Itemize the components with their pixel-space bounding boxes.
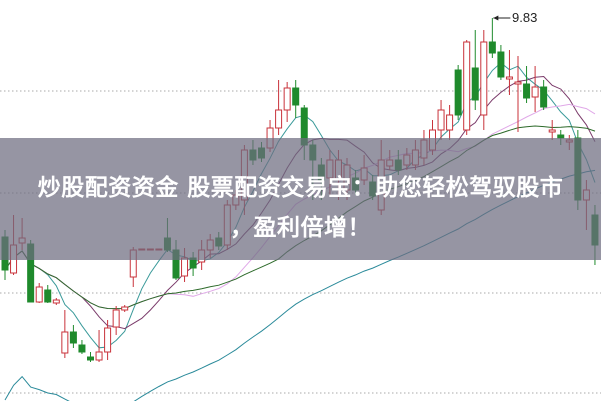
candle <box>283 82 291 122</box>
candle-body <box>35 286 43 303</box>
candle <box>44 285 52 303</box>
candle-body <box>471 67 479 101</box>
headline-line-1: 炒股配资资金 股票配资交易宝：助您轻松驾驭股市 <box>37 175 564 201</box>
candle-body <box>454 69 462 116</box>
candle <box>95 330 103 362</box>
candle-body <box>104 327 112 353</box>
candle-body <box>292 87 300 106</box>
candle <box>471 30 479 110</box>
candle-body <box>446 114 454 131</box>
candle <box>121 305 129 312</box>
candle-body <box>181 257 189 277</box>
candle-body <box>514 81 522 85</box>
candle <box>292 80 300 118</box>
candle <box>87 352 94 362</box>
candle-body <box>540 86 548 108</box>
candle-body <box>44 289 52 303</box>
candle <box>548 120 556 140</box>
candle-body <box>69 331 77 344</box>
candle <box>488 18 496 58</box>
candle <box>69 325 77 348</box>
candle-body <box>112 309 120 328</box>
candle <box>104 320 112 360</box>
headline-banner: 炒股配资资金 股票配资交易宝：助您轻松驾驭股市 ，盈利倍增！ <box>0 138 601 260</box>
candle-body <box>463 41 471 131</box>
candle <box>78 340 86 354</box>
candle-body <box>488 41 496 54</box>
candle <box>275 80 283 135</box>
candle <box>463 40 471 135</box>
candle-body <box>523 83 531 99</box>
candle <box>52 298 60 305</box>
candle <box>514 56 522 132</box>
max-price-label: 9.83 <box>512 10 538 25</box>
candle <box>497 45 505 80</box>
candle <box>454 65 462 120</box>
candle-body <box>121 306 129 311</box>
candle <box>540 80 548 110</box>
candle-body <box>52 299 60 304</box>
candle <box>446 105 454 140</box>
candle <box>35 283 43 303</box>
candle-body <box>87 356 94 361</box>
headline-line-2: ，盈利倍增！ <box>230 215 371 241</box>
candle-body <box>505 76 513 80</box>
candle <box>61 310 69 358</box>
candle-body <box>275 109 283 129</box>
candle-body <box>497 51 505 78</box>
moving-average-line <box>4 62 596 349</box>
candle <box>523 66 531 103</box>
candle <box>112 306 120 335</box>
candle <box>531 66 539 112</box>
candle-body <box>61 331 69 354</box>
candle-body <box>480 41 488 116</box>
candle <box>505 50 513 95</box>
candle <box>437 100 445 140</box>
candle-body <box>531 86 539 98</box>
candle-body <box>283 87 291 111</box>
candle-body <box>95 351 103 361</box>
candle-body <box>548 129 556 133</box>
candle-body <box>437 109 445 131</box>
candle-body <box>78 344 86 353</box>
arrow-icon <box>493 15 499 21</box>
candle <box>480 30 488 130</box>
